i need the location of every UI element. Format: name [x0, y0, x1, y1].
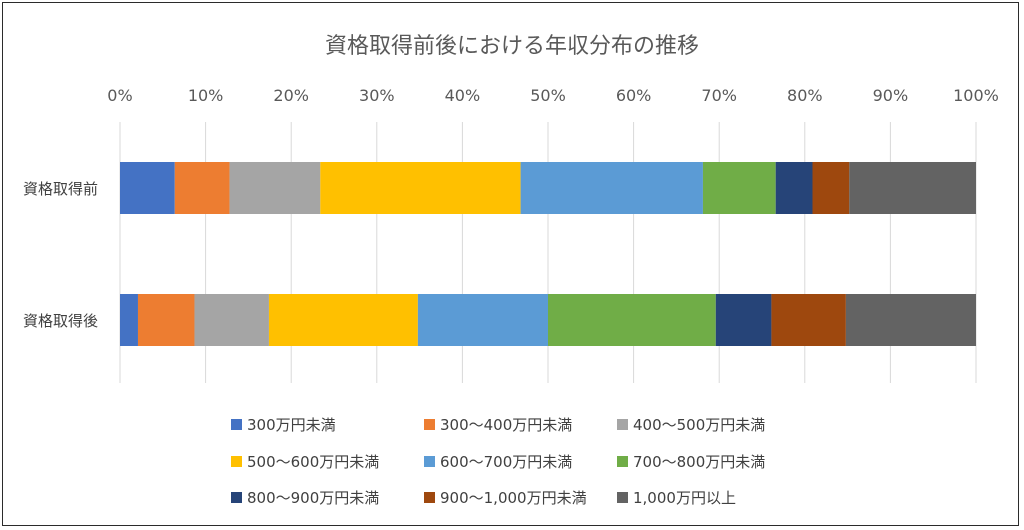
- category-label: 資格取得後: [23, 312, 98, 330]
- bar-segment: [120, 162, 175, 214]
- bar-segment: [702, 162, 776, 214]
- legend-label: 800〜900万円未満: [247, 489, 379, 507]
- bar-segment: [771, 294, 846, 346]
- bar-segment: [174, 162, 230, 214]
- legend-swatch: [424, 419, 435, 430]
- bar-segment: [229, 162, 321, 214]
- chart-title: 資格取得前後における年収分布の推移: [325, 34, 699, 59]
- legend-swatch: [231, 492, 242, 503]
- x-tick-label: 0%: [107, 86, 132, 105]
- legend-swatch: [231, 419, 242, 430]
- legend-label: 900〜1,000万円未満: [440, 489, 587, 507]
- legend-label: 300万円未満: [247, 416, 336, 434]
- legend: 300万円未満 300〜400万円未満 400〜500万円未満 500〜600万円未満…: [231, 416, 765, 507]
- x-tick-label: 90%: [873, 86, 909, 105]
- bar-segment: [849, 162, 976, 214]
- legend-swatch: [617, 456, 628, 467]
- x-tick-label: 80%: [787, 86, 823, 105]
- legend-swatch: [424, 492, 435, 503]
- bar-segment: [812, 162, 850, 214]
- legend-swatch: [617, 419, 628, 430]
- legend-swatch: [424, 456, 435, 467]
- legend-swatch: [617, 492, 628, 503]
- bar-segment: [548, 294, 716, 346]
- legend-label: 1,000万円以上: [633, 489, 736, 507]
- bars: [120, 162, 976, 346]
- legend-label: 300〜400万円未満: [440, 416, 572, 434]
- bar-segment: [715, 294, 772, 346]
- bar-segment: [845, 294, 976, 346]
- bar-segment: [320, 162, 521, 214]
- bar-segment: [137, 294, 195, 346]
- x-tick-label: 30%: [359, 86, 395, 105]
- bar-segment: [520, 162, 703, 214]
- x-tick-label: 40%: [445, 86, 481, 105]
- x-tick-label: 50%: [530, 86, 566, 105]
- bar-segment: [417, 294, 548, 346]
- x-tick-label: 70%: [701, 86, 737, 105]
- bar-segment: [268, 294, 418, 346]
- x-tick-label: 60%: [616, 86, 652, 105]
- x-tick-label: 20%: [273, 86, 309, 105]
- legend-label: 500〜600万円未満: [247, 453, 379, 471]
- legend-label: 600〜700万円未満: [440, 453, 572, 471]
- x-tick-label: 100%: [953, 86, 999, 105]
- bar-segment: [120, 294, 138, 346]
- x-tick-label: 10%: [188, 86, 224, 105]
- category-label: 資格取得前: [23, 180, 98, 198]
- bar-segment: [775, 162, 813, 214]
- bar-segment: [194, 294, 269, 346]
- legend-swatch: [231, 456, 242, 467]
- legend-label: 400〜500万円未満: [633, 416, 765, 434]
- x-axis-ticks: 0% 10% 20% 30% 40% 50% 60% 70% 80% 90% 100%: [107, 86, 999, 105]
- legend-label: 700〜800万円未満: [633, 453, 765, 471]
